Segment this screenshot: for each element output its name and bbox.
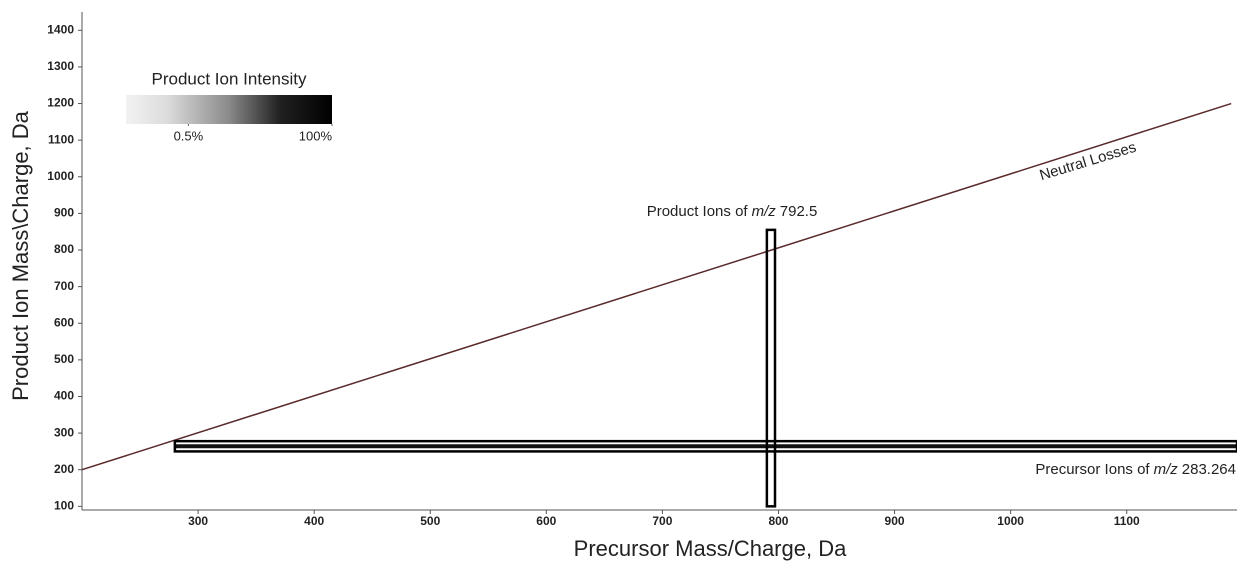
chart: Precursor Mass/Charge, Da Product Ion Ma…: [0, 0, 1237, 563]
annotation-value: 283.264: [1182, 461, 1236, 478]
data-line: [82, 104, 1231, 470]
annotation-italic: m/z: [752, 203, 777, 220]
annotation-text: Product Ions of: [647, 203, 749, 220]
x-tick-label: 800: [768, 514, 788, 528]
y-tick-label: 100: [54, 499, 74, 513]
x-tick-label: 500: [420, 514, 440, 528]
y-tick-label: 200: [54, 462, 74, 476]
annotation-value: 792.5: [780, 203, 818, 220]
highlight-box: [767, 230, 775, 506]
x-tick-label: 1000: [997, 514, 1024, 528]
page: Precursor Mass/Charge, Da Product Ion Ma…: [0, 0, 1237, 563]
y-tick-label: 300: [54, 425, 74, 439]
y-tick-label: 1100: [48, 132, 74, 146]
y-tick-label: 900: [54, 206, 74, 220]
x-tick-label: 300: [188, 514, 208, 528]
colorbar: [126, 95, 332, 124]
colorbar-tick-label: 100%: [299, 128, 333, 143]
y-tick-label: 800: [54, 242, 74, 256]
y-tick-label: 1300: [47, 59, 74, 73]
annotation: Neutral Losses: [1038, 139, 1139, 185]
y-tick-label: 1400: [47, 22, 74, 36]
y-tick-label: 600: [54, 315, 74, 329]
x-tick-label: 900: [885, 514, 905, 528]
x-tick-label: 400: [304, 514, 324, 528]
x-tick-label: 600: [536, 514, 556, 528]
colorbar-tick-label: 0.5%: [174, 128, 204, 143]
annotation-text: Precursor Ions of: [1035, 461, 1150, 478]
x-axis-label: Precursor Mass/Charge, Da: [574, 536, 847, 561]
x-tick-label: 1100: [1114, 514, 1140, 528]
y-tick-label: 1200: [47, 96, 74, 110]
y-tick-label: 500: [54, 352, 74, 366]
y-tick-label: 1000: [47, 169, 74, 183]
y-tick-label: 400: [54, 389, 74, 403]
y-tick-label: 700: [54, 279, 74, 293]
annotation-italic: m/z: [1154, 461, 1179, 478]
y-axis-label: Product Ion Mass\Charge, Da: [8, 110, 33, 401]
colorbar-title: Product Ion Intensity: [152, 69, 307, 88]
x-tick-label: 700: [652, 514, 672, 528]
